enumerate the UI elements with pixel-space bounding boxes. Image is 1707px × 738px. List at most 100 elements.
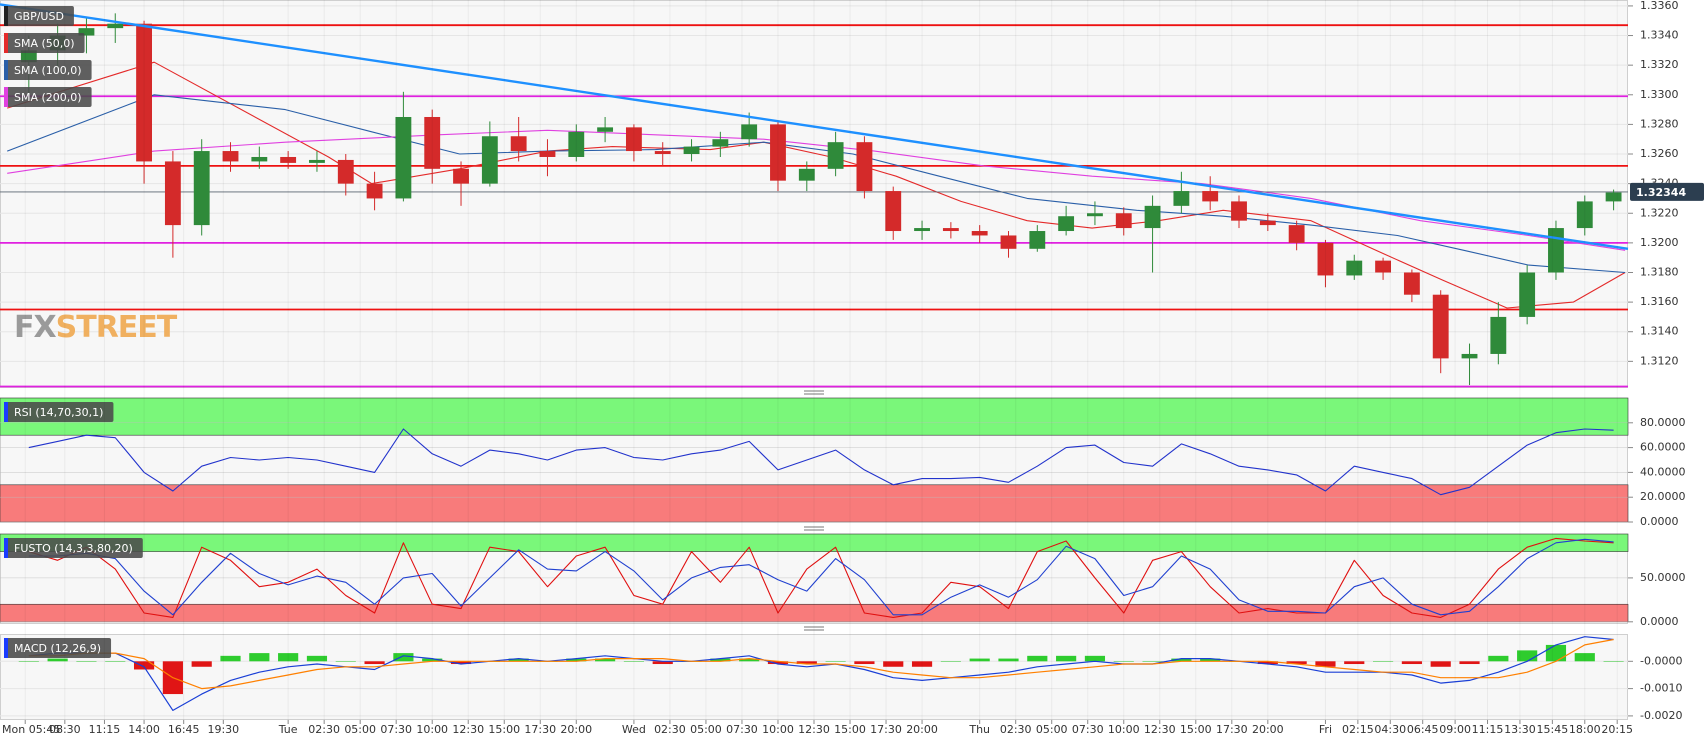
histogram-bar (335, 661, 356, 662)
x-tick-label: 02:30 (654, 723, 686, 736)
candle-body (568, 131, 585, 157)
x-tick-label: 04:30 (1374, 723, 1406, 736)
candle-body (1605, 192, 1622, 202)
candle-body (107, 23, 124, 29)
x-tick-label: 20:00 (560, 723, 592, 736)
x-tick-label: 15:00 (834, 723, 866, 736)
x-tick-label: 13:30 (1504, 723, 1536, 736)
histogram-bar (1142, 661, 1163, 662)
candle-body (1087, 213, 1103, 217)
histogram-bar (911, 661, 933, 667)
candle-body (510, 136, 527, 152)
x-tick-label: 15:00 (488, 723, 520, 736)
histogram-bar (422, 658, 443, 662)
candle-body (1403, 272, 1420, 295)
candle-body (971, 231, 988, 236)
x-tick-label: 17:30 (524, 723, 556, 736)
x-tick-label: 20:15 (1601, 723, 1633, 736)
candle-body (1144, 205, 1161, 229)
x-tick-label: 11:15 (89, 723, 121, 736)
candle-body (942, 228, 959, 232)
histogram-bar (76, 661, 97, 662)
x-tick-label: 12:30 (452, 723, 484, 736)
histogram-bar (1113, 661, 1134, 662)
candle-body (1519, 272, 1536, 317)
series-line (7, 61, 1626, 309)
x-tick-label: 02:30 (1000, 723, 1032, 736)
histogram-bar (1603, 661, 1624, 662)
x-tick-label: 17:30 (870, 723, 902, 736)
x-tick-label: Mon 05:45 (2, 723, 60, 736)
candle-body (222, 151, 239, 162)
histogram-bar (1286, 661, 1307, 665)
legend-label: MACD (12,26,9) (14, 642, 101, 655)
x-tick-label: 20:00 (906, 723, 938, 736)
x-tick-label: Thu (968, 723, 990, 736)
y-tick-label: 40.0000 (1640, 465, 1686, 478)
x-tick-label: 17:30 (1216, 723, 1248, 736)
x-tick-label: 07:30 (726, 723, 758, 736)
series-line (28, 537, 1614, 618)
candle-body (20, 50, 37, 63)
histogram-bar (767, 661, 789, 665)
histogram-bar (249, 653, 270, 662)
candle-body (337, 159, 354, 184)
candle-body (164, 161, 181, 226)
histogram-bar (1171, 658, 1192, 662)
panel-background (0, 634, 1628, 720)
candle-body (597, 127, 614, 132)
legend-swatch (4, 87, 8, 107)
x-tick-label: Tue (278, 723, 298, 736)
y-tick-label: 1.3220 (1640, 206, 1679, 219)
candle-body (914, 228, 930, 232)
candle-body (1058, 216, 1075, 232)
legend-box (4, 60, 92, 80)
histogram-bar (105, 661, 126, 662)
histogram-bar (854, 661, 875, 665)
watermark-prefix: FX (14, 310, 56, 345)
histogram-bar (710, 658, 731, 662)
legend-label: RSI (14,70,30,1) (14, 406, 103, 419)
x-tick-label: 05:00 (690, 723, 722, 736)
x-tick-label: 14:00 (128, 723, 160, 736)
x-tick-label: 06:45 (1407, 723, 1439, 736)
legend-swatch (4, 402, 8, 422)
candle-body (1576, 201, 1593, 229)
histogram-bar (796, 661, 817, 665)
x-tick-label: Fri (1319, 723, 1332, 736)
candle-body (827, 142, 844, 169)
candle-body (625, 127, 642, 152)
x-tick-label: Wed (622, 723, 646, 736)
legend-label: SMA (100,0) (14, 64, 82, 77)
y-tick-label: 1.3120 (1640, 354, 1679, 367)
histogram-bar (940, 661, 961, 662)
histogram-bar (1488, 655, 1509, 662)
histogram-bar (18, 661, 39, 662)
x-tick-label: 10:00 (416, 723, 448, 736)
histogram-bar (1084, 655, 1106, 662)
y-tick-label: 20.0000 (1640, 490, 1686, 503)
candle-body (712, 139, 729, 147)
series-line (28, 638, 1614, 690)
candle-body (309, 159, 325, 163)
histogram-bar (1430, 661, 1451, 667)
candle-body (280, 156, 297, 163)
x-tick-label: 15:45 (1537, 723, 1569, 736)
legend-label: FUSTO (14,3,3,80,20) (14, 542, 133, 555)
x-tick-label: 08:30 (49, 723, 81, 736)
x-tick-label: 19:30 (207, 723, 239, 736)
histogram-bar (825, 661, 846, 662)
histogram-bar (450, 661, 472, 665)
candle-body (395, 116, 412, 199)
legend-box (4, 402, 114, 422)
candle-body (366, 183, 383, 199)
x-tick-label: 12:30 (798, 723, 830, 736)
histogram-bar (1200, 658, 1221, 662)
histogram-bar (133, 661, 155, 670)
y-tick-label: 1.3360 (1640, 0, 1679, 12)
histogram-bar (1315, 661, 1336, 667)
candle-body (1490, 316, 1507, 354)
y-tick-label: 1.3340 (1640, 29, 1679, 42)
legend-box (4, 87, 92, 107)
